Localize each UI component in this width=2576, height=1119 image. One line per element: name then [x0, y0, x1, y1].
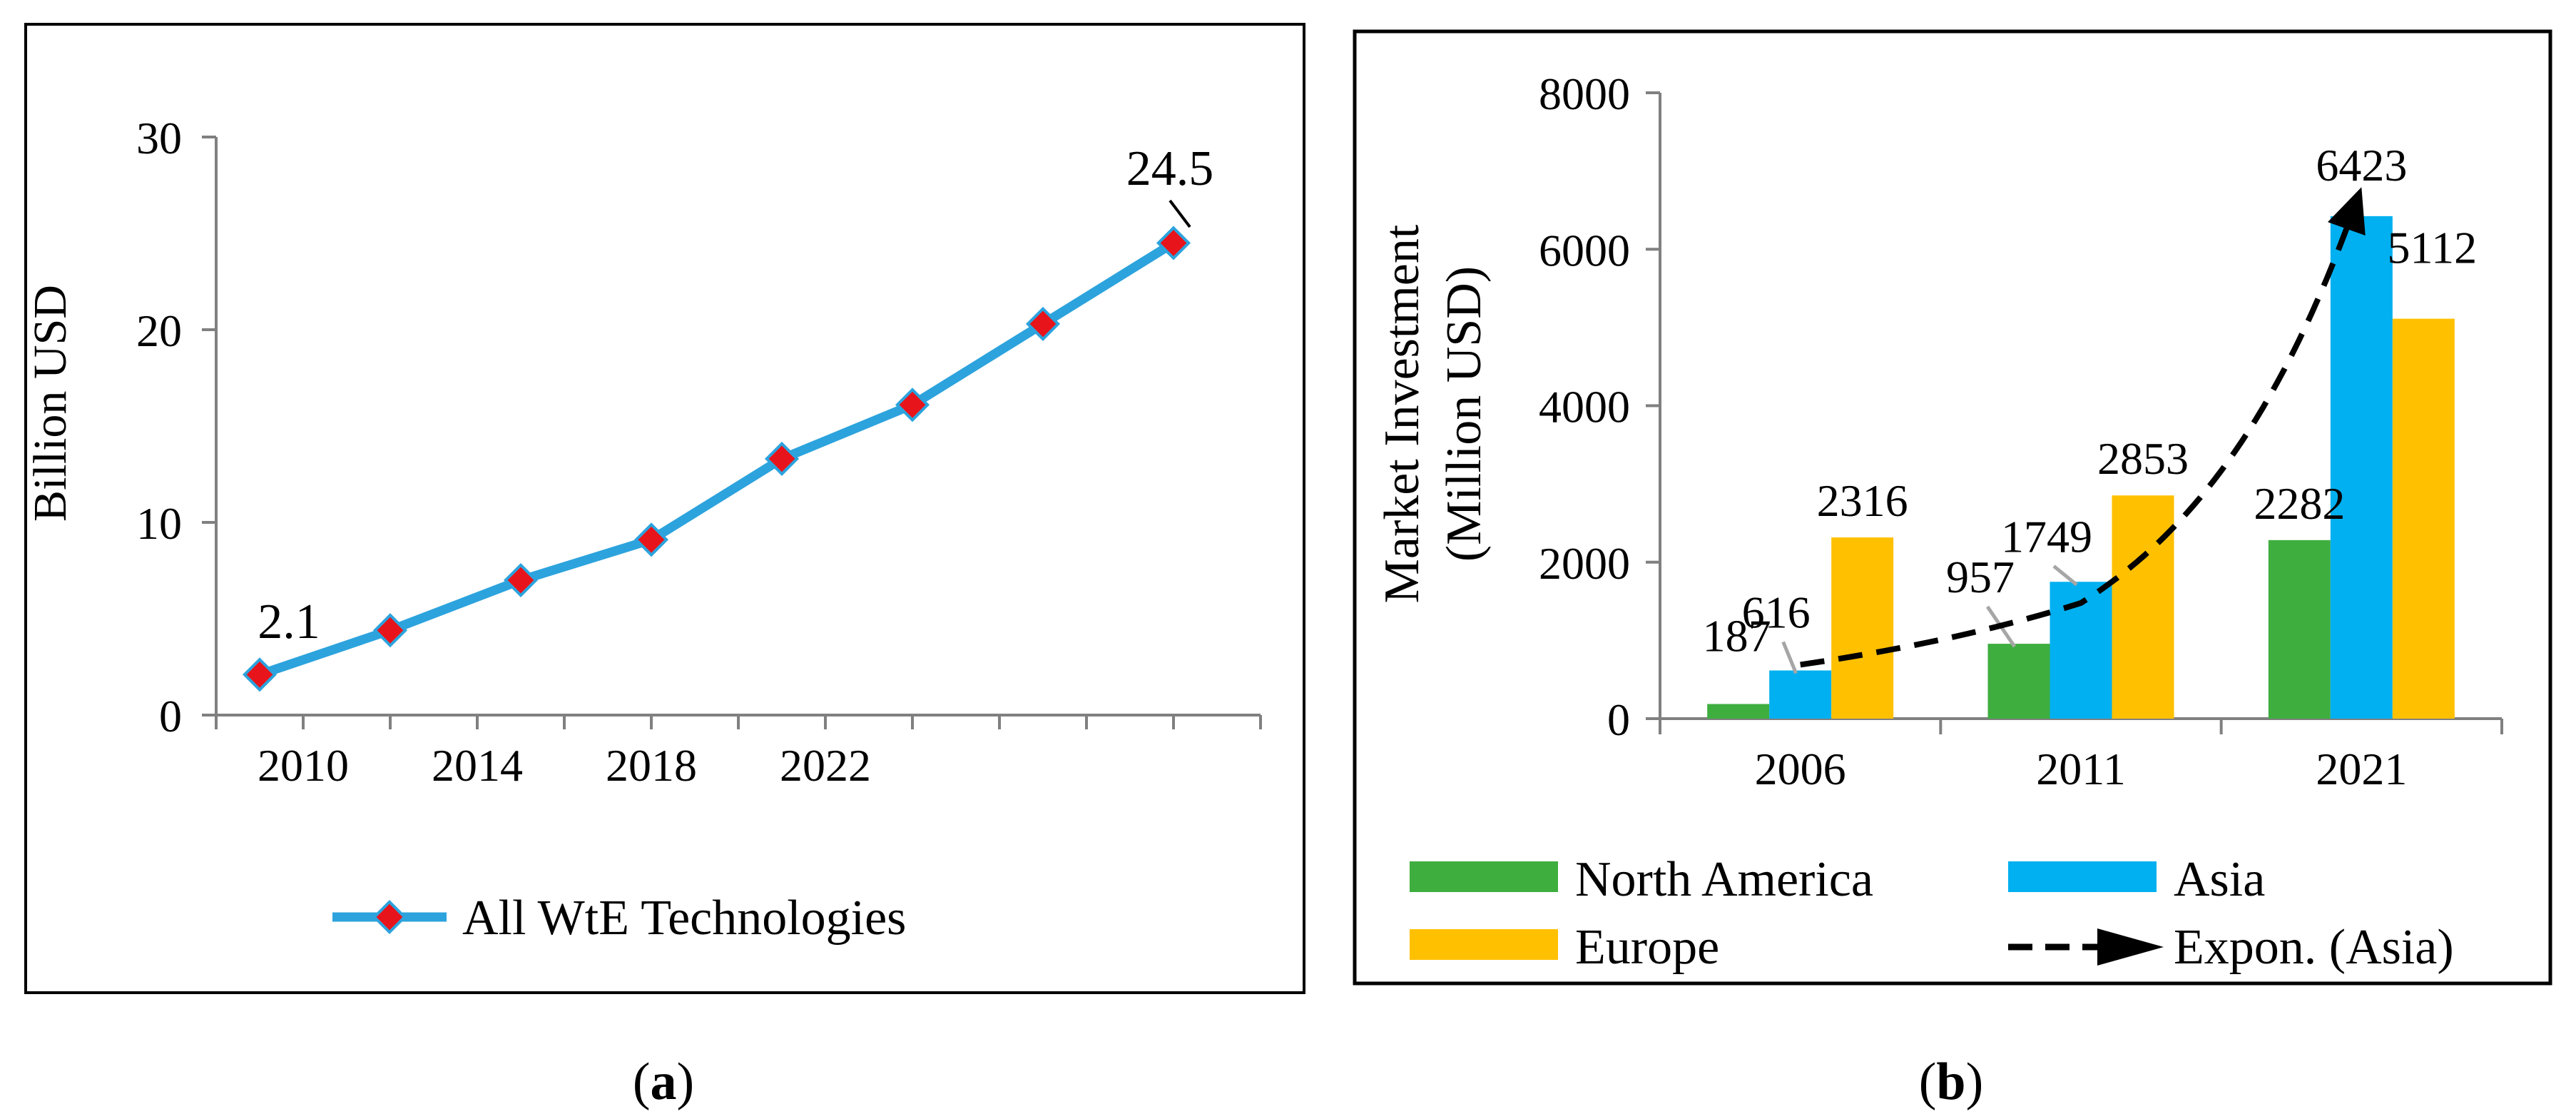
data-point — [633, 522, 669, 557]
line-chart-y-axis: 0 10 20 30 — [136, 113, 218, 741]
data-point — [895, 388, 930, 422]
x-tick-label: 2014 — [432, 740, 523, 791]
y-tick-label: 8000 — [1539, 69, 1630, 119]
trendline-arrowhead — [2328, 187, 2366, 236]
bar-chart-y-axis-label-line1: Market Investment — [1375, 224, 1430, 603]
trendline-expon-asia — [1800, 225, 2351, 668]
y-tick-label: 0 — [159, 691, 182, 741]
bar — [1987, 644, 2050, 719]
y-tick-label: 6000 — [1539, 225, 1630, 275]
legend-swatch-asia — [2008, 861, 2157, 892]
data-point — [503, 562, 539, 598]
line-chart-frame — [24, 23, 1305, 994]
data-point — [1156, 226, 1191, 260]
data-point — [764, 441, 800, 476]
bar — [2112, 495, 2174, 719]
bar — [1831, 537, 1894, 719]
x-tick-label: 2011 — [2036, 744, 2126, 794]
series-line — [258, 238, 1176, 679]
data-label: 1749 — [2001, 511, 2092, 562]
svg-text:(b): (b) — [1919, 1053, 1983, 1111]
bar-chart-legend: North America Asia Europe Expon. (Asia) — [1410, 852, 2454, 975]
data-label-end: 24.5 — [1126, 141, 1214, 196]
line-chart-x-axis: 2010 2014 2018 2022 — [215, 714, 1262, 791]
panel-caption-b-letter: b — [1936, 1053, 1965, 1111]
leader-line — [2052, 564, 2078, 587]
bar-chart-panel: Market Investment (Million USD) 0 2000 400… — [1353, 29, 2552, 986]
data-label: 2853 — [2097, 433, 2189, 484]
legend-swatch-europe — [1410, 929, 1558, 960]
data-label: 187 — [1703, 611, 1771, 662]
bar-chart-bars — [1707, 216, 2455, 719]
y-tick-label: 4000 — [1539, 382, 1630, 432]
legend-swatch-north-america — [1410, 861, 1558, 892]
bar — [1769, 670, 1832, 719]
y-tick-label: 0 — [1607, 694, 1630, 745]
data-label: 6423 — [2316, 140, 2407, 191]
legend-label-trendline: Expon. (Asia) — [2174, 920, 2454, 975]
bar — [2268, 540, 2331, 719]
y-tick-label: 2000 — [1539, 538, 1630, 589]
svg-text:(a): (a) — [633, 1053, 694, 1111]
x-tick-label: 2022 — [780, 740, 871, 791]
bar-chart-y-axis: 0 2000 4000 6000 8000 — [1539, 69, 1661, 745]
data-label: 5112 — [2388, 223, 2478, 273]
legend-trendline-arrow — [2097, 928, 2164, 966]
legend-label: All WtE Technologies — [462, 891, 906, 946]
legend-label-north-america: North America — [1575, 852, 1873, 907]
y-tick-label: 30 — [136, 113, 182, 163]
legend-label-europe: Europe — [1575, 920, 1719, 975]
data-point — [1025, 306, 1061, 341]
data-label-end-leader — [1169, 199, 1191, 228]
data-label: 2282 — [2254, 478, 2345, 529]
panel-caption-a: (a) — [633, 1053, 694, 1111]
line-chart-annotations: 2.1 24.5 — [258, 141, 1213, 649]
line-chart-series — [242, 226, 1191, 692]
x-tick-label: 2010 — [258, 740, 349, 791]
bar — [2330, 216, 2393, 719]
x-tick-label: 2006 — [1755, 744, 1846, 794]
bar — [2392, 318, 2455, 719]
y-tick-label: 20 — [136, 305, 182, 356]
leader-line — [1781, 641, 1798, 674]
x-tick-label: 2021 — [2316, 744, 2407, 794]
panel-caption-a-letter: a — [651, 1053, 677, 1111]
line-chart-legend: All WtE Technologies — [332, 891, 906, 946]
legend-label-asia: Asia — [2174, 852, 2265, 907]
data-label: 957 — [1946, 552, 2015, 602]
legend-marker-swatch — [372, 899, 407, 935]
data-point — [242, 657, 278, 692]
y-tick-label: 10 — [136, 498, 182, 549]
bar — [1707, 704, 1770, 719]
line-chart-panel: Billion USD 0 10 20 30 2010 2014 2018 2022 2.1… — [24, 23, 1305, 994]
data-label: 2316 — [1817, 475, 1908, 526]
x-tick-label: 2018 — [606, 740, 697, 791]
bar-chart-y-axis-label-line2: (Million USD) — [1437, 266, 1492, 562]
panel-caption-b: (b) — [1919, 1053, 1983, 1111]
line-chart-y-axis-label: Billion USD — [24, 285, 76, 522]
data-label-start: 2.1 — [258, 594, 320, 649]
data-point — [372, 613, 408, 648]
data-label: 616 — [1742, 587, 1811, 637]
